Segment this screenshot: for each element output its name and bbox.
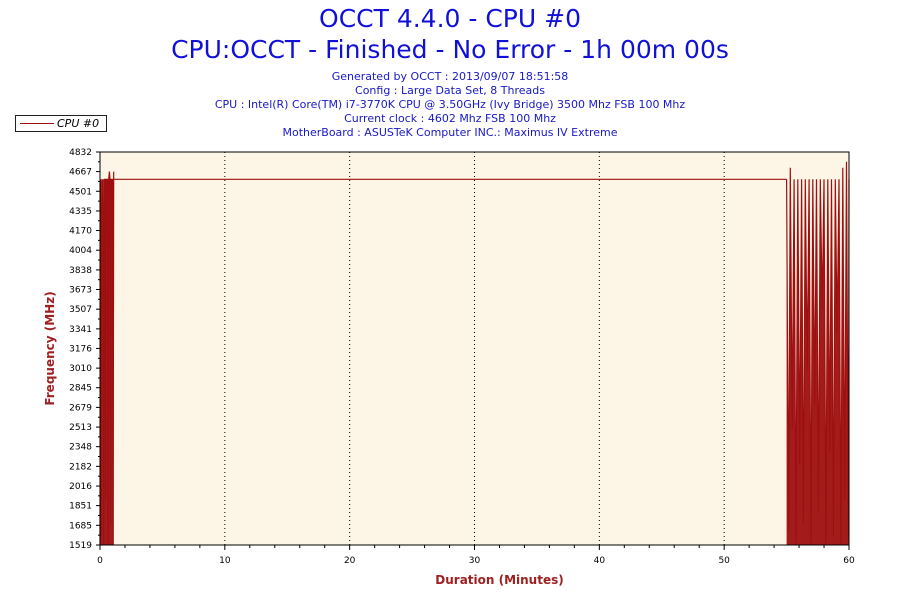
y-tick-label: 2513 xyxy=(69,423,92,433)
info-current-clock: Current clock : 4602 Mhz FSB 100 Mhz xyxy=(344,112,556,125)
info-config: Config : Large Data Set, 8 Threads xyxy=(355,84,545,97)
x-tick-label: 0 xyxy=(97,556,103,566)
legend-swatch-cpu0 xyxy=(20,123,54,124)
y-tick-label: 3673 xyxy=(69,285,92,295)
legend: CPU #0 xyxy=(15,115,107,132)
x-tick-label: 40 xyxy=(594,556,606,566)
y-tick-label: 4004 xyxy=(69,246,92,256)
info-generated: Generated by OCCT : 2013/09/07 18:51:58 xyxy=(331,70,569,83)
y-tick-label: 3010 xyxy=(69,364,92,374)
y-tick-label: 4832 xyxy=(69,148,92,158)
x-tick-label: 30 xyxy=(469,556,481,566)
y-tick-label: 4335 xyxy=(69,207,92,217)
y-tick-label: 2348 xyxy=(69,443,92,453)
y-tick-label: 4667 xyxy=(69,168,92,178)
x-axis-title: Duration (Minutes) xyxy=(435,573,563,587)
y-tick-label: 4170 xyxy=(69,227,92,237)
y-tick-label: 1851 xyxy=(69,502,92,512)
y-tick-label: 2845 xyxy=(69,384,92,394)
y-tick-label: 1685 xyxy=(69,521,92,531)
y-tick-label: 3176 xyxy=(69,344,92,354)
x-tick-label: 10 xyxy=(219,556,231,566)
y-tick-label: 3507 xyxy=(69,305,92,315)
x-tick-label: 50 xyxy=(718,556,730,566)
chart-title: OCCT 4.4.0 - CPU #0 xyxy=(319,4,581,33)
series-area-segment xyxy=(786,161,849,545)
y-tick-label: 4501 xyxy=(69,187,92,197)
legend-label-cpu0: CPU #0 xyxy=(57,117,100,130)
y-tick-label: 2016 xyxy=(69,482,92,492)
x-tick-label: 20 xyxy=(344,556,356,566)
y-tick-label: 3838 xyxy=(69,266,92,276)
y-tick-label: 2182 xyxy=(69,462,92,472)
info-cpu: CPU : Intel(R) Core(TM) i7-3770K CPU @ 3… xyxy=(214,98,686,111)
y-tick-label: 3341 xyxy=(69,325,92,335)
y-tick-label: 1519 xyxy=(69,541,92,551)
y-axis-title: Frequency (MHz) xyxy=(43,291,57,405)
series-area-segment xyxy=(100,171,114,545)
chart-subtitle: CPU:OCCT - Finished - No Error - 1h 00m … xyxy=(171,35,729,64)
y-tick-label: 2679 xyxy=(69,403,92,413)
x-tick-label: 60 xyxy=(843,556,855,566)
info-motherboard: MotherBoard : ASUSTeK Computer INC.: Max… xyxy=(282,126,618,139)
